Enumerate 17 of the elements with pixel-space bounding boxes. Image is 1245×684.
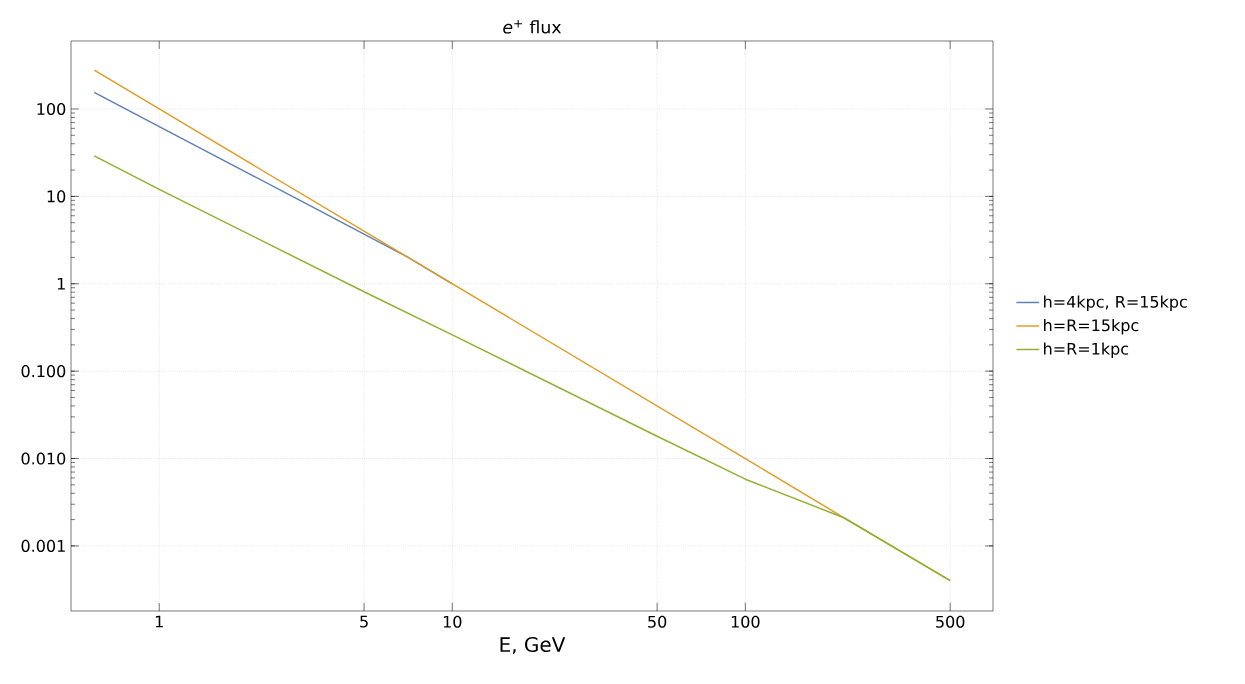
x-tick-label: 100 xyxy=(731,615,760,628)
x-tick-label: 10 xyxy=(443,615,462,628)
x-tick-label: 500 xyxy=(936,615,965,628)
y-tick-label: 1 xyxy=(57,277,65,290)
x-tick-label: 50 xyxy=(648,615,667,628)
legend-label: h=R=1kpc xyxy=(1044,342,1129,358)
y-tick-label: 100 xyxy=(37,102,66,116)
x-tick-label: 1 xyxy=(155,615,163,628)
x-tick-label: 5 xyxy=(360,615,368,628)
legend-label: h=4kpc, R=15kpc xyxy=(1044,295,1187,311)
chart-title: e$^{+}$ flux xyxy=(503,19,562,34)
y-tick-label: 0.100 xyxy=(21,365,66,378)
y-tick-label: 10 xyxy=(47,190,66,203)
y-tick-label: 0.001 xyxy=(21,539,65,552)
legend-label: h=R=15kpc xyxy=(1044,318,1139,335)
x-axis-title: E, GeV xyxy=(500,636,566,655)
y-tick-label: 0.010 xyxy=(21,452,66,465)
